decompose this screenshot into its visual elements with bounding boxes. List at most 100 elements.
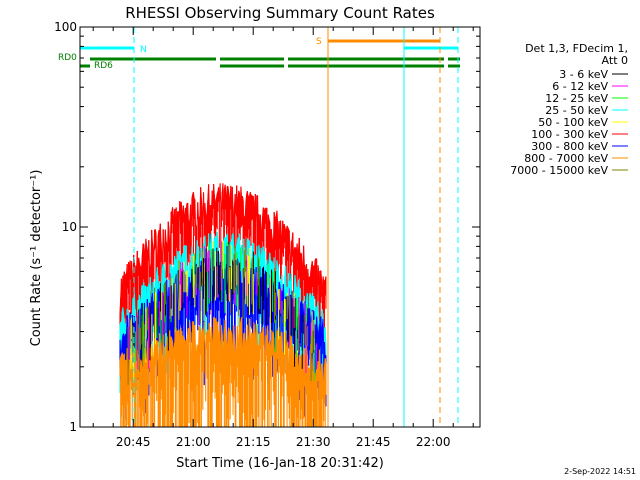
series-mark <box>296 353 299 366</box>
series-mark <box>230 330 233 335</box>
series-mark <box>205 212 208 218</box>
series-mark <box>119 297 122 313</box>
series-mark <box>323 329 325 336</box>
series-mark <box>273 212 276 217</box>
series-mark <box>323 366 325 387</box>
series-mark <box>224 184 227 195</box>
series-mark <box>187 203 189 221</box>
series-mark <box>241 346 244 355</box>
series-mark <box>146 339 149 354</box>
x-tick-label: 21:30 <box>296 435 331 449</box>
series-mark <box>252 195 255 202</box>
series-mark <box>261 252 264 265</box>
plot-axes: 1 10 100 20:45 21:00 21:15 21:30 21:45 22:00 <box>54 20 481 449</box>
series-mark <box>298 316 301 333</box>
series-mark <box>310 265 313 272</box>
series-mark <box>318 320 321 326</box>
series-mark <box>299 303 302 317</box>
series-mark <box>138 257 140 263</box>
series-mark <box>267 214 270 220</box>
series-mark <box>198 216 201 219</box>
series-mark <box>145 238 148 247</box>
y-tick-label: 100 <box>54 20 77 34</box>
series-mark <box>189 321 192 333</box>
series-mark <box>241 317 243 355</box>
series-mark <box>187 265 189 278</box>
series-mark <box>320 270 323 281</box>
series-mark <box>294 275 297 283</box>
series-mark <box>140 303 143 316</box>
series-mark <box>285 265 287 295</box>
series-mark <box>149 263 152 269</box>
y-axis-label: Count Rate (s⁻¹ detector⁻¹) <box>29 170 44 347</box>
x-axis-label: Start Time (16-Jan-18 20:31:42) <box>176 456 384 471</box>
series-mark <box>191 321 194 357</box>
series-mark <box>307 367 310 377</box>
series-mark <box>171 338 174 342</box>
footer-date: 2-Sep-2022 14:51 <box>564 467 636 476</box>
series-mark <box>161 264 164 268</box>
series-mark <box>294 246 297 250</box>
series-mark <box>191 194 194 198</box>
series-mark <box>276 260 279 266</box>
series-mark <box>122 307 125 315</box>
x-tick-label: 21:00 <box>176 435 211 449</box>
series-mark <box>204 202 207 216</box>
series-mark <box>221 191 223 207</box>
series-mark <box>203 321 206 348</box>
series-mark <box>236 241 238 245</box>
y-tick-label: 10 <box>62 220 77 234</box>
series-mark <box>233 338 236 352</box>
series-mark <box>313 260 316 269</box>
series-mark <box>308 308 311 316</box>
series-mark <box>198 218 200 220</box>
series-mark <box>270 229 273 237</box>
rd0-label: RD0 <box>58 53 77 63</box>
series-mark <box>199 326 202 333</box>
series-mark <box>290 239 293 242</box>
series-mark <box>215 318 217 323</box>
legend-label: 25 - 50 keV <box>545 104 608 117</box>
series-mark <box>152 282 155 291</box>
series-mark <box>290 335 293 349</box>
series-mark <box>190 332 192 354</box>
series-mark <box>261 217 264 234</box>
night-label: N <box>140 45 147 55</box>
series-mark <box>266 297 268 299</box>
series-mark <box>292 345 295 359</box>
series-mark <box>269 340 271 348</box>
series-mark <box>317 331 320 350</box>
series-mark <box>256 331 259 351</box>
series-mark <box>283 224 286 228</box>
series-mark <box>315 369 318 385</box>
series-mark <box>226 233 229 255</box>
series-mark <box>166 279 169 310</box>
series-mark <box>226 186 228 199</box>
series-mark <box>272 332 275 346</box>
series-mark <box>206 200 209 213</box>
series-mark <box>169 212 172 244</box>
series-mark <box>250 259 253 263</box>
series-mark <box>280 332 282 340</box>
series-mark <box>190 261 192 264</box>
series-mark <box>281 331 284 352</box>
series-mark <box>147 284 150 305</box>
series-mark <box>271 260 274 265</box>
series-mark <box>153 333 156 371</box>
series-mark <box>245 193 248 201</box>
series-mark <box>156 259 158 265</box>
series-mark <box>196 344 199 348</box>
series-mark <box>195 353 197 356</box>
series-mark <box>275 260 278 286</box>
series-mark <box>219 183 222 206</box>
series-mark <box>215 193 218 198</box>
series-mark <box>219 343 222 349</box>
series-mark <box>251 244 253 260</box>
series-mark <box>262 327 265 336</box>
series-mark <box>216 191 219 195</box>
series-mark <box>267 214 269 240</box>
series-mark <box>240 186 243 201</box>
series-mark <box>320 363 323 374</box>
series-mark <box>298 279 300 288</box>
